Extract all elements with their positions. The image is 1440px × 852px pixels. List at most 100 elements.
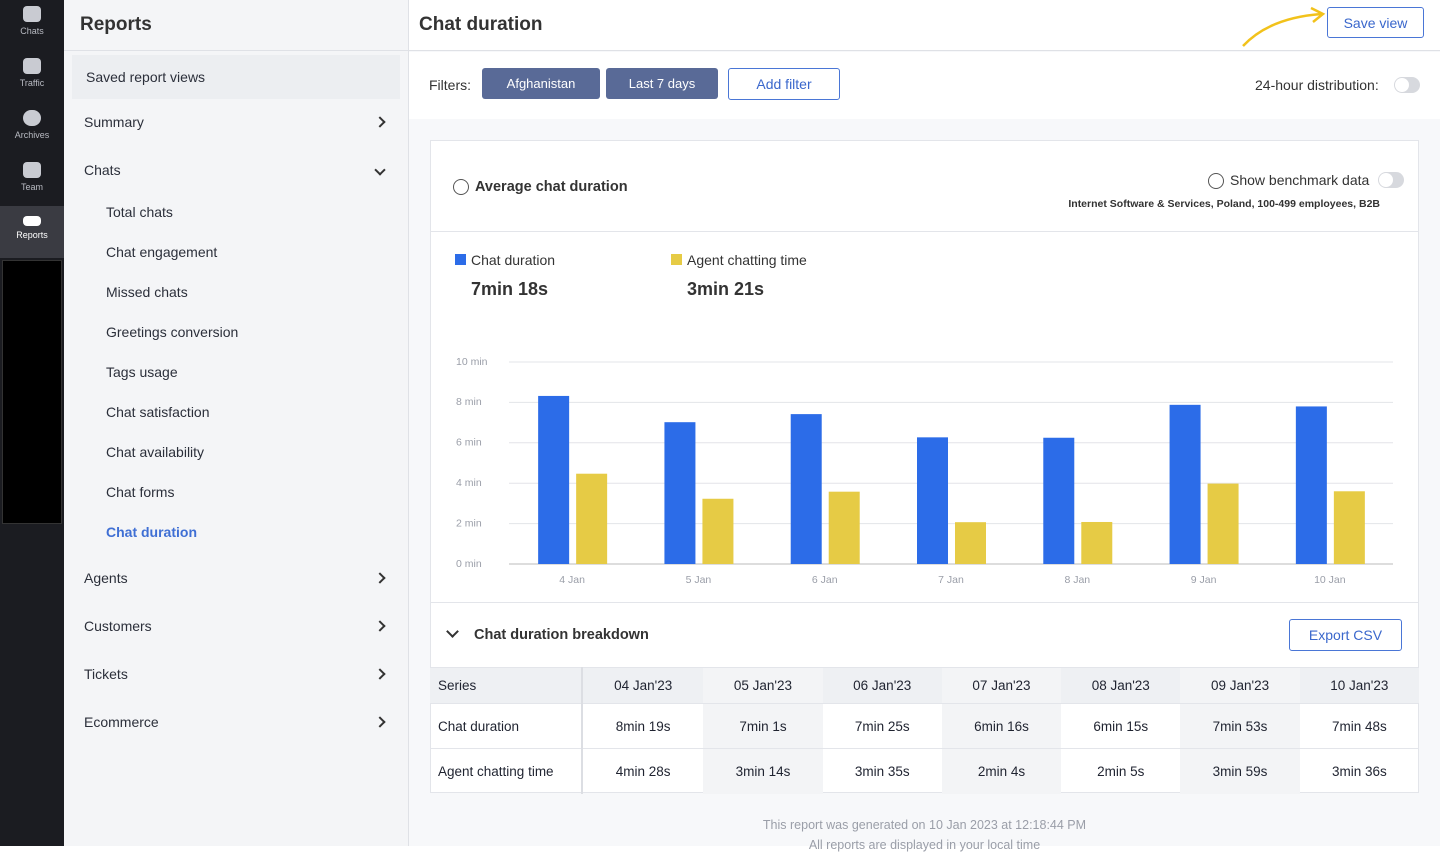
saved-views[interactable]: Saved report views <box>86 69 206 85</box>
card-title: Average chat duration <box>475 179 628 195</box>
legend-label: Chat duration <box>471 252 556 268</box>
nav-label: Archives <box>14 130 50 140</box>
table-cell: 3min 59s <box>1180 748 1300 794</box>
sidebar-section[interactable]: Agents <box>84 570 128 586</box>
x-tick-label: 9 Jan <box>1191 574 1217 586</box>
y-tick-label: 6 min <box>456 437 482 449</box>
sidebar-item[interactable]: Missed chats <box>106 284 188 300</box>
sidebar-section[interactable]: Tickets <box>84 666 128 682</box>
sidebar-item[interactable]: Chat engagement <box>106 244 218 260</box>
bar <box>1081 521 1113 564</box>
sidebar-item[interactable]: Chat availability <box>106 444 205 460</box>
sidebar-header <box>64 0 408 51</box>
table-cell: 08 Jan'23 <box>1061 667 1181 704</box>
bar-chart: 0 min 2 min 4 min 6 min 8 min 10 min 4 Jan 5 Ja… <box>456 356 1393 586</box>
nav-bar: Chats Traffic Archives Team Reports <box>0 0 64 846</box>
table-row: Agent chatting time 4min 28s 3min 14s 3min … <box>430 748 1419 794</box>
chevron <box>374 620 386 632</box>
nav-label: Traffic <box>19 78 45 88</box>
filter-chip[interactable]: Afghanistan <box>482 68 600 99</box>
nav-label: Team <box>20 182 43 192</box>
sidebar-section[interactable]: Summary <box>84 114 144 130</box>
x-tick-label: 10 Jan <box>1314 574 1346 586</box>
sidebar-item[interactable]: Chat forms <box>106 484 175 500</box>
divider <box>431 602 1418 603</box>
export-csv-button[interactable]: Export CSV <box>1289 619 1402 651</box>
bar <box>664 422 696 564</box>
collapse-icon[interactable] <box>446 625 459 638</box>
bar <box>828 491 860 564</box>
x-tick-label: 5 Jan <box>686 574 712 586</box>
table-cell: 2min 4s <box>941 748 1062 794</box>
filters-label: Filters: <box>429 77 471 93</box>
info-icon <box>453 179 469 195</box>
saved-views-bg <box>72 55 400 99</box>
table-cell: 6min 15s <box>1061 703 1181 749</box>
chevron <box>374 668 386 680</box>
nav-item[interactable]: Reports <box>0 206 64 258</box>
nav-item[interactable]: Chats <box>0 0 64 52</box>
table-cell: 8min 19s <box>582 703 704 749</box>
y-tick-label: 2 min <box>456 517 482 529</box>
filter-chip[interactable]: Last 7 days <box>606 68 718 99</box>
y-tick-label: 8 min <box>456 396 482 408</box>
x-tick-label: 8 Jan <box>1064 574 1090 586</box>
chevron <box>374 116 386 128</box>
page-title: Chat duration <box>419 14 543 35</box>
x-tick-label: 7 Jan <box>938 574 964 586</box>
legend-swatch <box>455 254 466 265</box>
bar <box>1333 491 1365 564</box>
bar <box>538 395 570 564</box>
bar <box>1207 483 1239 564</box>
info-icon <box>1208 173 1224 189</box>
benchmark-toggle[interactable] <box>1378 172 1404 188</box>
sidebar-item[interactable]: Chat duration <box>106 524 197 540</box>
nav-label: Reports <box>16 230 48 240</box>
table-cell: 2min 5s <box>1061 748 1181 794</box>
breakdown-title: Chat duration breakdown <box>474 627 649 643</box>
nav-item[interactable]: Traffic <box>0 52 64 104</box>
bar <box>917 437 948 564</box>
table-cell: 05 Jan'23 <box>703 667 823 704</box>
y-tick-label: 0 min <box>456 558 482 570</box>
chevron <box>374 164 386 176</box>
legend-swatch <box>671 254 682 265</box>
sidebar: Reports Saved report views Summary Chats A… <box>64 0 409 846</box>
distribution-toggle[interactable] <box>1394 77 1420 93</box>
arrow <box>1242 6 1326 47</box>
table-cell: Series <box>430 667 583 704</box>
nav-item[interactable]: Team <box>0 156 64 208</box>
sidebar-item[interactable]: Tags usage <box>106 364 178 380</box>
sidebar-item[interactable]: Greetings conversion <box>106 324 239 340</box>
sidebar-item[interactable]: Chat satisfaction <box>106 404 210 420</box>
series-total: 3min 21s <box>687 279 765 299</box>
sidebar-section[interactable]: Chats <box>84 162 121 178</box>
bar <box>702 498 734 564</box>
table-cell: 4min 28s <box>582 748 704 794</box>
sidebar-section[interactable]: Ecommerce <box>84 714 159 730</box>
table-cell: 09 Jan'23 <box>1180 667 1300 704</box>
add-filter-button[interactable]: Add filter <box>728 68 840 100</box>
nav-item[interactable]: Archives <box>0 104 64 156</box>
sidebar-section[interactable]: Customers <box>84 618 152 634</box>
table-cell: 7min 48s <box>1299 703 1419 749</box>
distribution-label: 24-hour distribution: <box>1255 77 1379 93</box>
x-tick-label: 6 Jan <box>812 574 838 586</box>
table-cell: Agent chatting time <box>430 748 583 794</box>
table-cell: 06 Jan'23 <box>822 667 942 704</box>
sidebar-title: Reports <box>80 14 152 35</box>
table-cell: 3min 14s <box>703 748 823 794</box>
y-tick-label: 10 min <box>456 356 488 368</box>
table-cell: 7min 53s <box>1180 703 1300 749</box>
benchmark-label: Show benchmark data <box>1230 172 1370 188</box>
table-cell: 04 Jan'23 <box>582 667 704 704</box>
chevron <box>374 716 386 728</box>
table-cell: 10 Jan'23 <box>1299 667 1419 704</box>
table-cell: 7min 25s <box>822 703 942 749</box>
table-cell: 07 Jan'23 <box>941 667 1062 704</box>
table-cell: 3min 35s <box>822 748 942 794</box>
series-total: 7min 18s <box>471 279 549 299</box>
save-view-button[interactable]: Save view <box>1327 7 1424 38</box>
table-cell: 3min 36s <box>1299 748 1419 794</box>
sidebar-item[interactable]: Total chats <box>106 204 173 220</box>
